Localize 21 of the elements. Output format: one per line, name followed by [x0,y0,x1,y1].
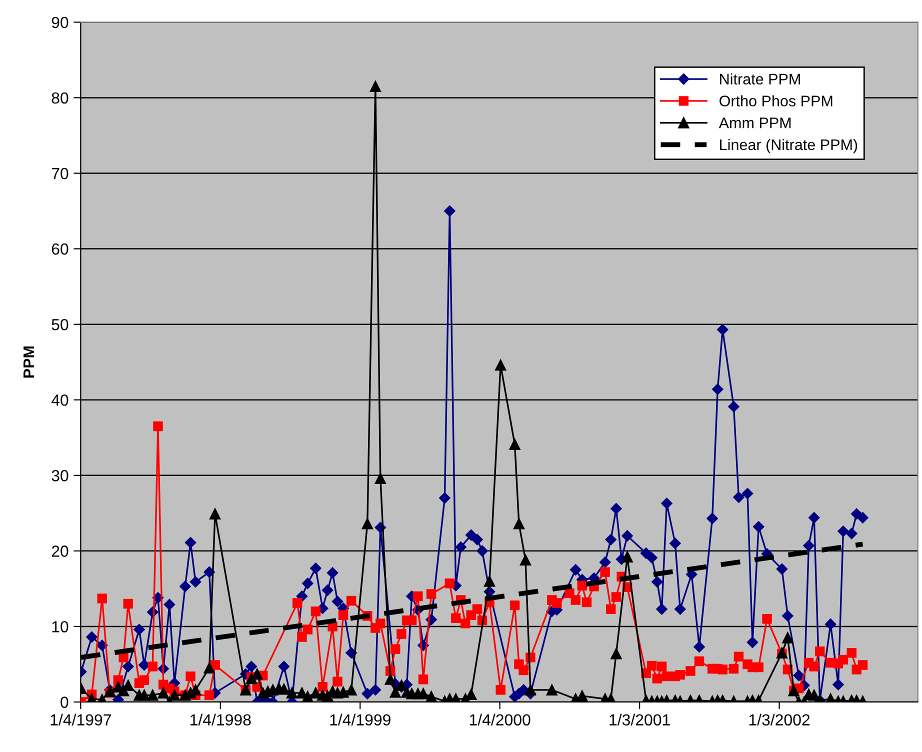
legend-label: Amm PPM [718,118,791,128]
x-tick-label: 1/3/2001 [610,714,670,726]
x-tick-label: 1/4/2000 [470,714,530,726]
y-tick-label: 20 [52,546,68,557]
legend-label: Nitrate PPM [720,73,800,85]
y-tick-label: 60 [52,243,68,255]
y-tick-label: 0 [60,696,68,708]
y-tick-label: 30 [52,470,68,482]
x-tick-label: 1/4/1997 [50,714,111,726]
x-tick-label: 1/4/1998 [190,714,251,726]
legend-label: Ortho Phos PPM [720,95,832,106]
legend-label: Linear (Nitrate PPM) [720,138,858,154]
y-tick-label: 50 [52,318,68,330]
y-tick-label: 70 [52,168,68,180]
y-tick-label: 80 [52,92,68,104]
x-tick-label: 1/4/1999 [330,714,390,726]
y-tick-label: 90 [52,16,68,28]
y-tick-label: 10 [52,621,68,632]
x-tick-label: 1/3/2002 [749,714,810,726]
y-tick-label: 40 [51,394,68,406]
y-axis-title: PPM [24,346,34,378]
